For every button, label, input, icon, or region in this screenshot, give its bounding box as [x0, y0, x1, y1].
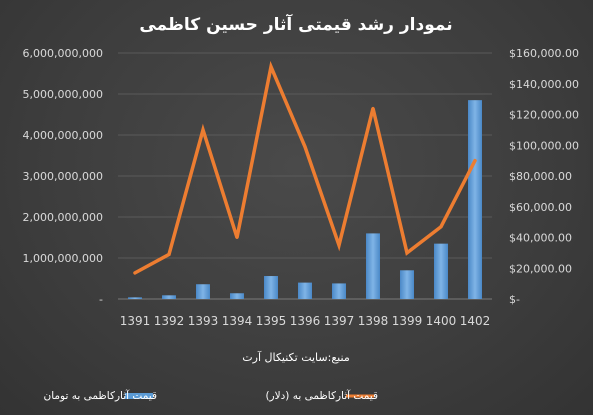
category-label: 1400: [426, 314, 457, 328]
right-tick-label: $140,000.00: [509, 78, 579, 91]
left-tick-label: 3,000,000,000: [23, 170, 103, 183]
line-series: [133, 60, 477, 275]
line-point: [405, 251, 409, 255]
chart-title: نمودار رشد قیمتی آثار حسین کاظمی: [139, 13, 452, 35]
left-tick-label: -: [99, 293, 103, 306]
right-tick-label: $120,000.00: [509, 109, 579, 122]
bar: [298, 282, 312, 299]
right-tick-label: $20,000.00: [509, 262, 572, 275]
right-tick-label: $60,000.00: [509, 201, 572, 214]
bar: [332, 283, 346, 299]
category-label: 1392: [154, 314, 185, 328]
left-axis-ticks: - 1,000,000,000 2,000,000,000 3,000,000,000…: [23, 47, 104, 306]
line-point: [269, 65, 273, 69]
line-point: [303, 145, 307, 149]
bar: [264, 276, 278, 299]
left-tick-label: 1,000,000,000: [23, 252, 103, 265]
bar: [468, 100, 482, 300]
category-label: 1395: [256, 314, 287, 328]
line-point: [439, 225, 443, 229]
category-axis-labels: 1391 1392 1393 1394 1395 1396 1397 1398 1399 1400…: [120, 314, 491, 328]
left-tick-label: 6,000,000,000: [23, 47, 103, 60]
left-tick-label: 5,000,000,000: [23, 88, 103, 101]
legend-swatch-bar: [125, 393, 153, 399]
legend-label-line: قیمت آثارکاظمی به (دلار): [265, 389, 378, 402]
right-axis-ticks: $- $20,000.00 $40,000.00 $60,000.00 $80,000.…: [509, 47, 579, 306]
bar: [434, 243, 448, 299]
category-label: 1402: [460, 314, 491, 328]
line-point: [167, 252, 171, 256]
category-label: 1397: [324, 314, 355, 328]
category-label: 1394: [222, 314, 253, 328]
bar: [196, 284, 210, 299]
category-label: 1393: [188, 314, 219, 328]
series-line: [133, 60, 477, 275]
category-label: 1391: [120, 314, 151, 328]
bar-series: [128, 100, 482, 300]
source-note: منبع:سایت تکنیکال آرت: [242, 350, 350, 364]
category-label: 1399: [392, 314, 423, 328]
category-label: 1398: [358, 314, 389, 328]
line-point: [201, 128, 205, 132]
legend-label-bar: قیمت آثارکاظمی به تومان: [43, 389, 157, 402]
bar: [366, 233, 380, 299]
line-point: [235, 236, 239, 239]
left-tick-label: 4,000,000,000: [23, 129, 103, 142]
line-point: [337, 243, 341, 247]
bar: [128, 297, 142, 299]
right-tick-label: $160,000.00: [509, 47, 579, 60]
bar: [162, 295, 176, 299]
line-point: [371, 106, 375, 110]
bar: [230, 293, 244, 299]
category-label: 1396: [290, 314, 321, 328]
left-tick-label: 2,000,000,000: [23, 211, 103, 224]
right-tick-label: $-: [509, 293, 520, 306]
bar: [400, 270, 414, 299]
right-tick-label: $40,000.00: [509, 232, 572, 245]
legend: قیمت آثارکاظمی به تومان قیمت آثارکاظمی ب…: [43, 389, 378, 402]
line-point: [133, 271, 137, 275]
line-point: [473, 159, 477, 163]
right-tick-label: $80,000.00: [509, 170, 572, 183]
right-tick-label: $100,000.00: [509, 139, 579, 152]
